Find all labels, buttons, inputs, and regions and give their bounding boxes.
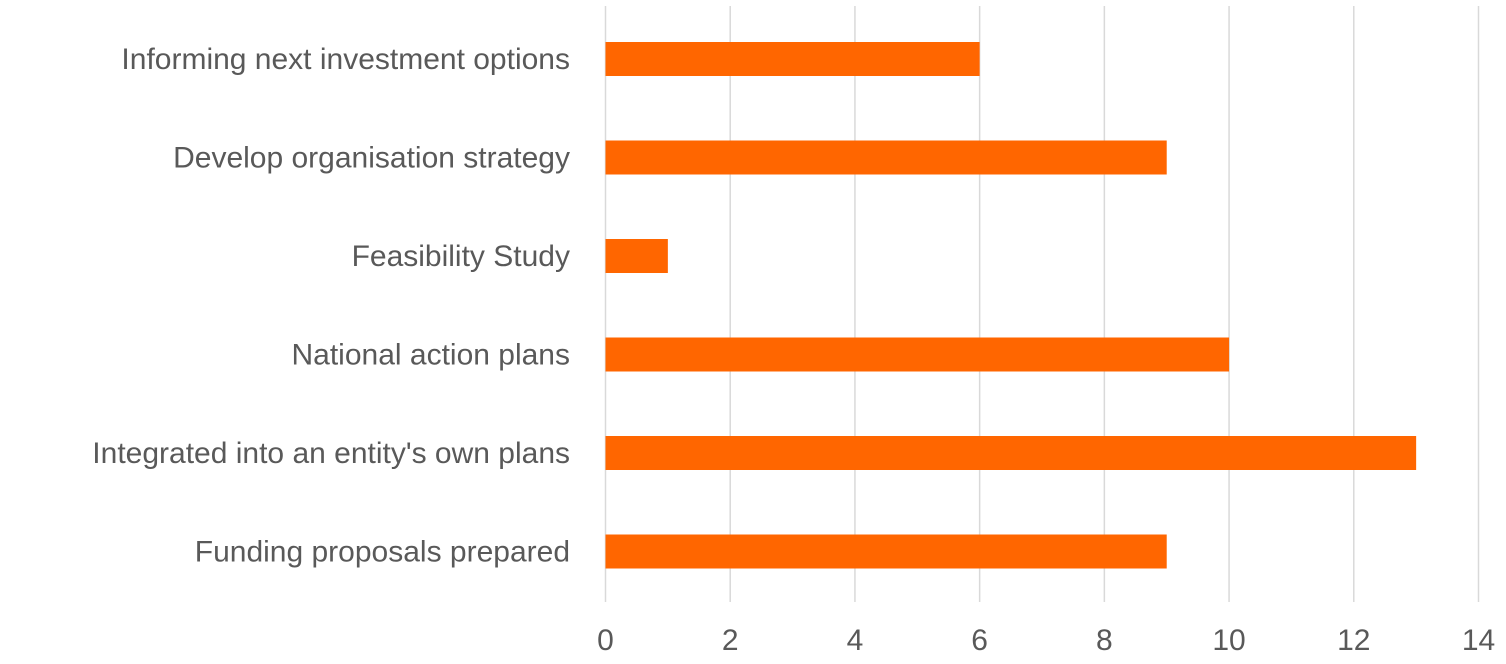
category-label: Feasibility Study xyxy=(352,240,570,273)
category-label: Develop organisation strategy xyxy=(173,142,570,175)
bar xyxy=(605,140,1167,175)
x-tick-label: 14 xyxy=(1462,624,1495,657)
gridlines xyxy=(604,6,1480,602)
bar xyxy=(605,42,980,76)
x-tick-label: 12 xyxy=(1337,624,1370,657)
bars xyxy=(605,42,1417,569)
bar xyxy=(605,534,1167,569)
category-label: Informing next investment options xyxy=(121,43,570,76)
x-tick-label: 8 xyxy=(1096,624,1113,657)
category-labels: Informing next investment options Develop… xyxy=(92,43,570,569)
x-tick-labels: 0 2 4 6 8 10 12 14 xyxy=(597,624,1495,657)
category-label: Funding proposals prepared xyxy=(195,536,570,569)
bar xyxy=(605,436,1417,470)
bar xyxy=(605,239,668,273)
x-tick-label: 6 xyxy=(971,624,988,657)
category-label: National action plans xyxy=(291,339,570,372)
x-tick-label: 4 xyxy=(847,624,864,657)
category-label: Integrated into an entity's own plans xyxy=(92,437,570,470)
x-tick-label: 0 xyxy=(597,624,614,657)
bar xyxy=(605,337,1230,372)
x-tick-label: 2 xyxy=(722,624,739,657)
x-tick-label: 10 xyxy=(1212,624,1245,657)
